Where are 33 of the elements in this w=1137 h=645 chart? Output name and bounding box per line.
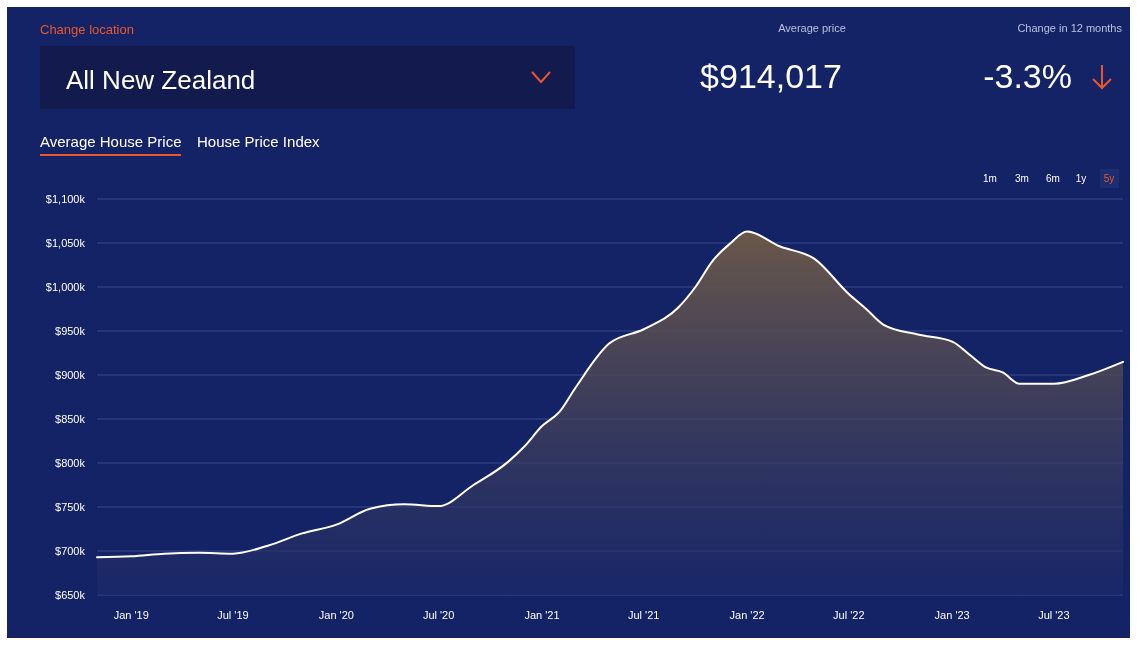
y-tick-label: $900k bbox=[55, 369, 86, 381]
y-tick-label: $700k bbox=[55, 545, 86, 557]
text: House Price Index bbox=[197, 133, 321, 150]
text: 1y bbox=[1075, 173, 1087, 184]
text: All New Zealand bbox=[66, 65, 256, 95]
text: 5y bbox=[1103, 173, 1115, 184]
y-tick-label: $850k bbox=[55, 413, 86, 425]
text: 6m bbox=[1046, 173, 1060, 184]
text: $914,017 bbox=[700, 57, 842, 95]
y-tick-label: $1,100k bbox=[45, 193, 86, 205]
y-tick-label: $750k bbox=[55, 501, 86, 513]
text: 1m bbox=[983, 173, 997, 184]
x-tick-label: Jan '20 bbox=[318, 609, 354, 621]
x-tick-label: Jan '21 bbox=[524, 609, 560, 621]
text: Change location bbox=[40, 22, 134, 37]
text: Average House Price bbox=[40, 133, 182, 150]
y-tick-label: $1,050k bbox=[45, 237, 86, 249]
text: Average price bbox=[778, 22, 846, 34]
text: Change in 12 months bbox=[1017, 22, 1123, 34]
text: -3.3% bbox=[983, 57, 1072, 95]
x-tick-label: Jan '22 bbox=[729, 609, 765, 621]
x-tick-label: Jan '19 bbox=[113, 609, 149, 621]
x-tick-label: Jul '21 bbox=[627, 609, 660, 621]
y-tick-label: $650k bbox=[55, 589, 86, 601]
x-tick-label: Jul '23 bbox=[1038, 609, 1070, 621]
text: 3m bbox=[1015, 173, 1029, 184]
x-tick-label: Jan '23 bbox=[934, 609, 970, 621]
x-tick-label: Jul '20 bbox=[422, 609, 455, 621]
x-tick-label: Jul '22 bbox=[833, 609, 865, 621]
x-tick-label: Jul '19 bbox=[217, 609, 249, 621]
y-tick-label: $950k bbox=[55, 325, 86, 337]
y-tick-label: $800k bbox=[55, 457, 86, 469]
y-tick-label: $1,000k bbox=[45, 281, 86, 293]
